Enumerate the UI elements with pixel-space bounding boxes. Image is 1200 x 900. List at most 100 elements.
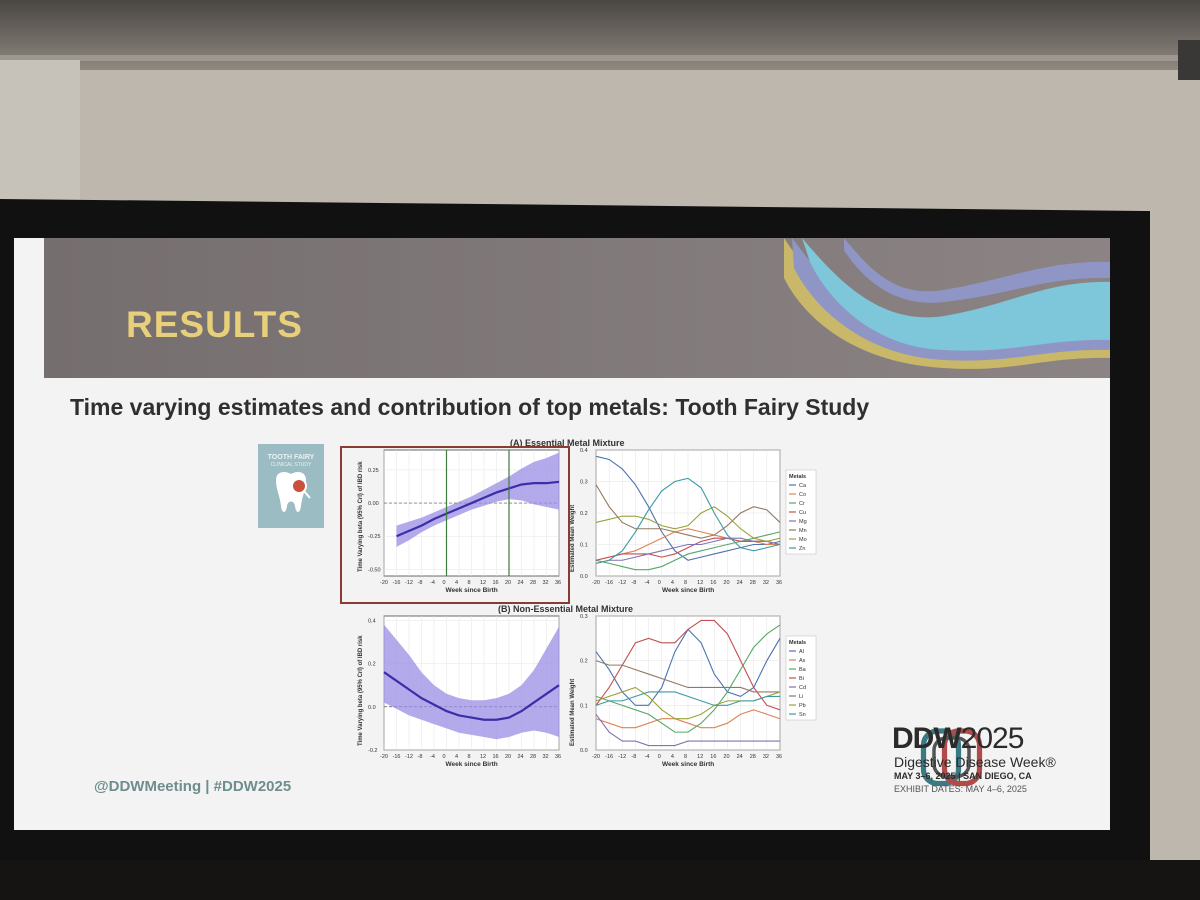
- legend-label: As: [799, 658, 806, 664]
- x-tick-label: -8: [418, 754, 423, 760]
- x-tick-label: 8: [684, 580, 687, 586]
- x-tick-label: 8: [468, 754, 471, 760]
- x-tick-label: 8: [684, 754, 687, 760]
- y-tick-label: 0.00: [368, 501, 379, 507]
- series-line-mn: [595, 484, 781, 539]
- x-tick-label: 32: [543, 754, 549, 760]
- ddw-dates: MAY 3–6, 2025 | SAN DIEGO, CA: [894, 771, 1032, 781]
- y-tick-label: 0.3: [580, 480, 588, 486]
- x-tick-label: -12: [618, 754, 626, 760]
- x-tick-label: 36: [555, 754, 561, 760]
- legend-title: Metals: [789, 474, 806, 480]
- x-tick-label: 4: [671, 754, 674, 760]
- decorative-wave: [784, 238, 1110, 369]
- x-tick-label: 0: [443, 580, 446, 586]
- legend-label: Cr: [799, 501, 805, 507]
- series-line-cr: [595, 531, 781, 571]
- x-tick-label: 24: [518, 580, 524, 586]
- x-tick-label: -8: [631, 580, 636, 586]
- series-line-ba: [595, 624, 781, 733]
- x-tick-label: -20: [592, 754, 600, 760]
- panel-b-title: (B) Non-Essential Metal Mixture: [498, 604, 634, 614]
- panel-a-title: (A) Essential Metal Mixture: [510, 438, 625, 448]
- x-axis-label: Week since Birth: [662, 587, 714, 594]
- x-tick-label: 4: [455, 580, 458, 586]
- x-tick-label: 0: [443, 754, 446, 760]
- series-line-zn: [595, 477, 781, 564]
- x-tick-label: 36: [776, 580, 782, 586]
- series-line-sn: [595, 691, 780, 706]
- x-tick-label: -16: [393, 580, 401, 586]
- x-tick-label: 0: [658, 754, 661, 760]
- x-tick-label: -4: [430, 580, 435, 586]
- y-tick-label: 0.4: [580, 448, 588, 454]
- legend-label: Mg: [799, 519, 807, 525]
- x-tick-label: -8: [418, 580, 423, 586]
- chart-panels: (A) Essential Metal Mixture (B) Non-Esse…: [334, 436, 844, 786]
- x-tick-label: 12: [697, 580, 703, 586]
- beta-line: [383, 671, 560, 721]
- x-tick-label: 4: [671, 580, 674, 586]
- x-tick-label: 20: [505, 580, 511, 586]
- tooth-icon: [276, 472, 311, 512]
- x-tick-label: 4: [455, 754, 458, 760]
- x-axis-label: Week since Birth: [662, 761, 714, 768]
- social-handle: @DDWMeeting | #DDW2025: [94, 778, 292, 795]
- legend-label: Mn: [799, 528, 807, 534]
- y-tick-label: -0.2: [368, 748, 377, 754]
- x-tick-label: 12: [480, 754, 486, 760]
- wall-band: [0, 55, 1200, 61]
- y-tick-label: 0.0: [368, 705, 376, 711]
- x-tick-label: 32: [763, 580, 769, 586]
- y-tick-label: 0.4: [368, 618, 376, 624]
- x-tick-label: 32: [763, 754, 769, 760]
- series-line-as: [595, 709, 781, 729]
- legend-label: Bi: [799, 676, 804, 682]
- ddw-exhibit-dates: EXHIBIT DATES: MAY 4–6, 2025: [894, 784, 1027, 794]
- presentation-slide: RESULTS Time varying estimates and contr…: [14, 238, 1110, 830]
- y-tick-label: -0.25: [368, 534, 381, 540]
- x-tick-label: -16: [605, 580, 613, 586]
- series-line-li: [595, 660, 780, 693]
- logo-line2: CLINICAL STUDY: [270, 462, 312, 468]
- y-tick-label: -0.50: [368, 567, 381, 573]
- x-tick-label: 28: [750, 580, 756, 586]
- x-tick-label: 36: [776, 754, 782, 760]
- y-tick-label: 0.0: [580, 748, 588, 754]
- legend-label: Ca: [799, 483, 807, 489]
- legend-label: Al: [799, 649, 804, 655]
- x-tick-label: 28: [530, 580, 536, 586]
- ddw-year: 2025: [960, 722, 1025, 755]
- x-axis-label: Week since Birth: [446, 761, 498, 768]
- legend-label: Mo: [799, 537, 807, 543]
- x-tick-label: -20: [380, 580, 388, 586]
- y-axis-label: Time Varying beta (95% CrI) of IBD risk: [358, 461, 364, 572]
- series-line-cu: [595, 537, 781, 561]
- tooth-fairy-logo: TOOTH FAIRY CLINICAL STUDY: [258, 444, 324, 528]
- y-tick-label: 0.2: [580, 659, 588, 665]
- legend-label: Cu: [799, 510, 806, 516]
- y-tick-label: 0.1: [580, 543, 588, 549]
- x-tick-label: 12: [697, 754, 703, 760]
- slide-subtitle: Time varying estimates and contribution …: [70, 394, 870, 420]
- x-tick-label: -16: [393, 754, 401, 760]
- legend-box: [785, 635, 817, 721]
- y-tick-label: 0.2: [580, 511, 588, 517]
- legend-label: Zn: [799, 546, 805, 552]
- x-tick-label: 28: [530, 754, 536, 760]
- x-tick-label: 28: [750, 754, 756, 760]
- legend-title: Metals: [789, 640, 806, 646]
- x-tick-label: 32: [543, 580, 549, 586]
- y-tick-label: 0.2: [368, 662, 376, 668]
- x-tick-label: 36: [555, 580, 561, 586]
- x-tick-label: -8: [631, 754, 636, 760]
- highlight-box: [340, 446, 570, 604]
- x-tick-label: 16: [710, 754, 716, 760]
- y-axis-label: Estimated Mean Weight: [570, 505, 576, 572]
- y-tick-label: 0.25: [368, 468, 379, 474]
- y-tick-label: 0.3: [580, 614, 588, 620]
- floor: [0, 860, 1200, 900]
- x-tick-label: -20: [380, 754, 388, 760]
- ddw-subtitle: Digestive Disease Week®: [894, 754, 1056, 770]
- legend-label: Sn: [799, 712, 806, 718]
